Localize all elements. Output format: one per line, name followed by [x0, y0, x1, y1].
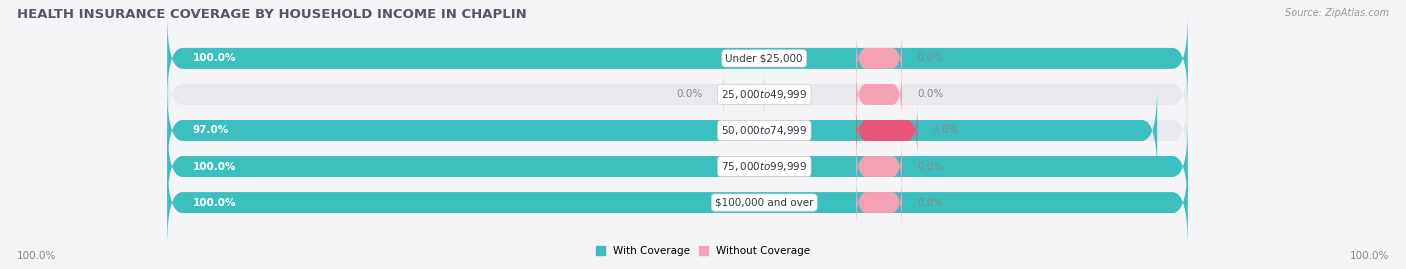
FancyBboxPatch shape	[167, 87, 1157, 174]
Text: 0.0%: 0.0%	[676, 89, 703, 100]
FancyBboxPatch shape	[856, 141, 903, 192]
Text: 100.0%: 100.0%	[193, 53, 236, 63]
FancyBboxPatch shape	[167, 87, 1188, 174]
Text: 100.0%: 100.0%	[17, 251, 56, 261]
FancyBboxPatch shape	[724, 69, 765, 120]
FancyBboxPatch shape	[167, 15, 1188, 102]
Text: 100.0%: 100.0%	[193, 161, 236, 172]
Text: 0.0%: 0.0%	[917, 89, 943, 100]
FancyBboxPatch shape	[856, 105, 917, 156]
FancyBboxPatch shape	[167, 159, 1188, 246]
Text: 0.0%: 0.0%	[917, 161, 943, 172]
Text: Source: ZipAtlas.com: Source: ZipAtlas.com	[1285, 8, 1389, 18]
FancyBboxPatch shape	[856, 69, 903, 120]
Text: $100,000 and over: $100,000 and over	[716, 197, 814, 208]
FancyBboxPatch shape	[167, 51, 1188, 138]
Text: 100.0%: 100.0%	[193, 197, 236, 208]
Text: 100.0%: 100.0%	[1350, 251, 1389, 261]
FancyBboxPatch shape	[167, 123, 1188, 210]
FancyBboxPatch shape	[167, 159, 1188, 246]
Text: 0.0%: 0.0%	[917, 53, 943, 63]
FancyBboxPatch shape	[856, 33, 903, 84]
FancyBboxPatch shape	[167, 15, 1188, 102]
Legend: With Coverage, Without Coverage: With Coverage, Without Coverage	[592, 242, 814, 260]
FancyBboxPatch shape	[856, 177, 903, 228]
Text: HEALTH INSURANCE COVERAGE BY HOUSEHOLD INCOME IN CHAPLIN: HEALTH INSURANCE COVERAGE BY HOUSEHOLD I…	[17, 8, 527, 21]
FancyBboxPatch shape	[167, 123, 1188, 210]
Text: $50,000 to $74,999: $50,000 to $74,999	[721, 124, 807, 137]
Text: 3.0%: 3.0%	[932, 125, 959, 136]
Text: 97.0%: 97.0%	[193, 125, 229, 136]
Text: $25,000 to $49,999: $25,000 to $49,999	[721, 88, 807, 101]
Text: 0.0%: 0.0%	[917, 197, 943, 208]
Text: Under $25,000: Under $25,000	[725, 53, 803, 63]
Text: $75,000 to $99,999: $75,000 to $99,999	[721, 160, 807, 173]
